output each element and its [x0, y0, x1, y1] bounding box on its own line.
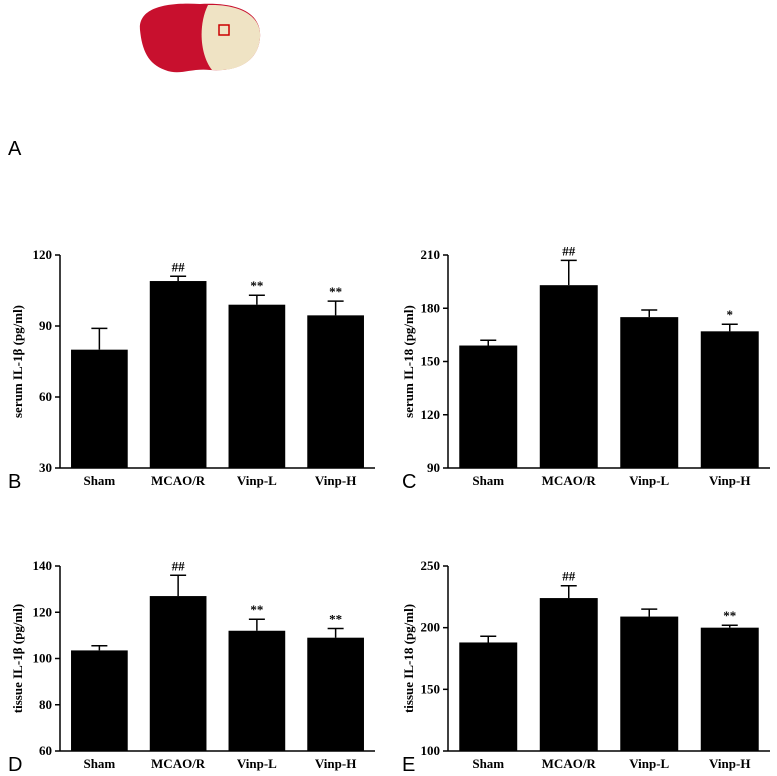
y-tick-label: 90	[39, 318, 52, 333]
bar	[307, 637, 364, 751]
y-axis-label: serum IL-1β (pg/ml)	[10, 305, 25, 418]
y-tick-label: 150	[421, 354, 441, 369]
roi-box	[218, 24, 230, 36]
y-tick-label: 120	[33, 247, 53, 262]
bar	[539, 285, 598, 468]
y-axis-label: tissue IL-18 (pg/ml)	[401, 604, 416, 713]
x-tick-label: Vinp-H	[315, 473, 356, 488]
error-bar	[248, 618, 265, 631]
x-tick-label: Sham	[83, 756, 115, 771]
panel-label: D	[8, 754, 22, 776]
infarct-area	[201, 4, 261, 71]
x-tick-label: MCAO/R	[542, 756, 597, 771]
x-tick-label: Vinp-L	[629, 473, 669, 488]
panel-label: E	[402, 754, 415, 776]
y-tick-label: 120	[421, 407, 441, 422]
y-tick-label: 90	[427, 460, 440, 475]
x-tick-label: Vinp-L	[629, 756, 669, 771]
x-tick-label: MCAO/R	[151, 756, 206, 771]
bar	[459, 642, 518, 751]
error-bar	[721, 624, 738, 628]
y-tick-label: 80	[39, 697, 52, 712]
bar	[71, 650, 128, 751]
y-tick-label: 250	[421, 558, 441, 573]
y-tick-label: 200	[421, 620, 441, 635]
brain-slice	[139, 3, 261, 73]
significance-mark: ##	[172, 259, 186, 274]
significance-mark: **	[723, 608, 736, 623]
x-tick-label: MCAO/R	[151, 473, 206, 488]
error-bar	[91, 645, 108, 651]
y-tick-label: 180	[421, 300, 441, 315]
error-bar	[641, 608, 658, 617]
x-tick-label: Vinp-L	[237, 756, 277, 771]
error-bar	[91, 327, 108, 350]
error-bar	[480, 339, 497, 346]
panel-label: B	[8, 471, 21, 493]
x-tick-label: Vinp-L	[237, 473, 277, 488]
chart-panel: 100 150 200 250 tissue IL-18 (pg/ml) Sham MCAO…	[401, 558, 770, 776]
bar	[149, 281, 207, 468]
y-tick-label: 30	[39, 460, 52, 475]
significance-mark: ##	[562, 243, 576, 258]
y-tick-label: 120	[33, 604, 53, 619]
chart-panel: 90 120 150 180 210 serum IL-18 (pg/ml) Sham MCA…	[401, 243, 770, 493]
significance-mark: **	[329, 284, 342, 299]
significance-mark: **	[329, 611, 342, 626]
x-tick-label: MCAO/R	[542, 473, 597, 488]
significance-mark: ##	[172, 558, 186, 573]
y-tick-label: 140	[33, 558, 53, 573]
error-bar	[560, 259, 577, 286]
x-tick-label: Sham	[472, 756, 504, 771]
error-bar	[248, 294, 265, 305]
bar	[620, 317, 679, 468]
error-bar	[327, 627, 344, 638]
x-tick-label: Vinp-H	[709, 473, 750, 488]
error-bar	[327, 300, 344, 316]
bar	[228, 304, 286, 468]
y-tick-label: 210	[421, 247, 441, 262]
significance-mark: *	[727, 307, 734, 322]
error-bar	[170, 275, 187, 282]
bar	[700, 331, 759, 468]
error-bar	[641, 309, 658, 318]
panel-label: A	[8, 138, 22, 160]
chart-panel: 60 80 100 120 140 tissue IL-1β (pg/ml) Sham MCA…	[8, 558, 375, 776]
error-bar	[560, 584, 577, 599]
significance-mark: ##	[562, 569, 576, 584]
bar	[459, 345, 518, 468]
y-tick-label: 60	[39, 743, 52, 758]
significance-mark: **	[250, 278, 263, 293]
x-tick-label: Sham	[83, 473, 115, 488]
x-tick-label: Vinp-H	[709, 756, 750, 771]
error-bar	[480, 635, 497, 643]
y-axis-label: serum IL-18 (pg/ml)	[401, 305, 416, 418]
bar	[620, 616, 679, 751]
y-axis-label: tissue IL-1β (pg/ml)	[10, 604, 25, 713]
bar	[228, 630, 286, 751]
y-tick-label: 100	[33, 651, 53, 666]
x-tick-label: Vinp-H	[315, 756, 356, 771]
error-bar	[170, 574, 187, 597]
bar	[149, 596, 207, 751]
bar	[307, 315, 364, 468]
chart-panel: 30 60 90 120 serum IL-1β (pg/ml) Sham MCAO/R ##…	[8, 247, 375, 493]
panel-label: C	[402, 471, 416, 493]
error-bar	[721, 323, 738, 332]
y-tick-label: 100	[421, 743, 441, 758]
x-tick-label: Sham	[472, 473, 504, 488]
significance-mark: **	[250, 602, 263, 617]
y-tick-label: 150	[421, 681, 441, 696]
y-tick-label: 60	[39, 389, 52, 404]
bar	[700, 627, 759, 751]
bar	[71, 349, 128, 468]
bar	[539, 598, 598, 751]
